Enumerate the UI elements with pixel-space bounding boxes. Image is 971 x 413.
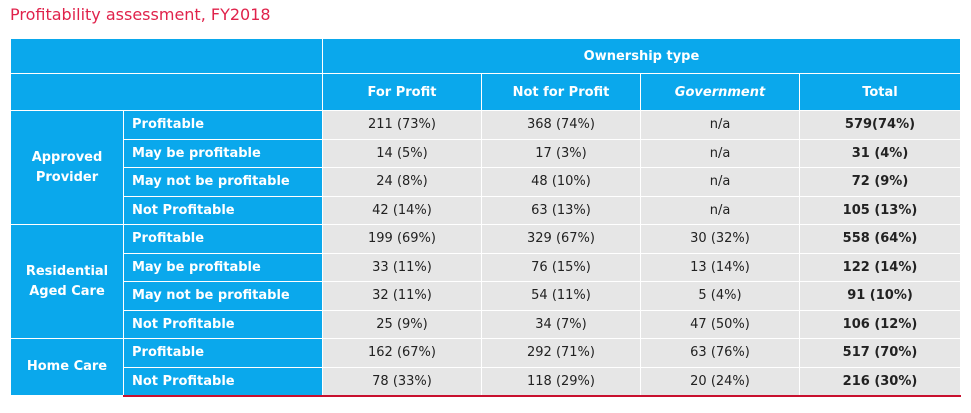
- cell-government: 5 (4%): [640, 281, 800, 311]
- cell-total: 72 (9%): [799, 167, 961, 197]
- cell-not-for-profit: 118 (29%): [481, 366, 641, 397]
- row-label: Profitable: [123, 110, 323, 140]
- row-label: Not Profitable: [123, 195, 323, 225]
- row-label: Not Profitable: [123, 309, 323, 339]
- cell-government: n/a: [640, 195, 800, 225]
- table-row: May not be profitable 24 (8%) 48 (10%) n/a 7…: [11, 167, 961, 197]
- column-header-total: Total: [799, 73, 961, 111]
- table-row: Not Profitable 25 (9%) 34 (7%) 47 (50%) 106 …: [11, 309, 961, 339]
- cell-government: n/a: [640, 138, 800, 168]
- row-label: May be profitable: [123, 252, 323, 282]
- cell-government: 47 (50%): [640, 309, 800, 339]
- cell-government: 63 (76%): [640, 338, 800, 368]
- row-label: May not be profitable: [123, 167, 323, 197]
- page-title: Profitability assessment, FY2018: [10, 5, 271, 24]
- header-corner: [10, 38, 323, 74]
- cell-total: 91 (10%): [799, 281, 961, 311]
- table-row: May not be profitable 32 (11%) 54 (11%) 5 (…: [11, 281, 961, 311]
- column-header-not-for-profit: Not for Profit: [481, 73, 641, 111]
- cell-total: 31 (4%): [799, 138, 961, 168]
- table-row: Approved Provider Profitable 211 (73%) 368 …: [10, 110, 961, 225]
- cell-not-for-profit: 17 (3%): [481, 138, 641, 168]
- table-row: Not Profitable 42 (14%) 63 (13%) n/a 105 (13…: [11, 195, 961, 225]
- cell-government: n/a: [640, 167, 800, 197]
- column-header-government: Government: [640, 73, 800, 111]
- cell-for-profit: 24 (8%): [322, 167, 482, 197]
- cell-for-profit: 199 (69%): [322, 224, 482, 254]
- cell-not-for-profit: 63 (13%): [481, 195, 641, 225]
- cell-total: 216 (30%): [799, 366, 961, 397]
- row-label: Profitable: [123, 338, 323, 368]
- row-label: May be profitable: [123, 138, 323, 168]
- cell-total: 579(74%): [799, 110, 961, 140]
- cell-government: 20 (24%): [640, 366, 800, 397]
- cell-for-profit: 162 (67%): [322, 338, 482, 368]
- cell-government: 13 (14%): [640, 252, 800, 282]
- cell-not-for-profit: 76 (15%): [481, 252, 641, 282]
- cell-government: 30 (32%): [640, 224, 800, 254]
- cell-not-for-profit: 48 (10%): [481, 167, 641, 197]
- table-row: Not Profitable 78 (33%) 118 (29%) 20 (24%) 2…: [11, 366, 961, 397]
- row-label: Not Profitable: [123, 366, 323, 397]
- cell-for-profit: 33 (11%): [322, 252, 482, 282]
- table-row: May be profitable 14 (5%) 17 (3%) n/a 31 (4%…: [11, 138, 961, 168]
- cell-total: 105 (13%): [799, 195, 961, 225]
- column-header-for-profit: For Profit: [322, 73, 482, 111]
- cell-for-profit: 14 (5%): [322, 138, 482, 168]
- ownership-type-header: Ownership type: [322, 38, 961, 74]
- cell-for-profit: 42 (14%): [322, 195, 482, 225]
- cell-total: 122 (14%): [799, 252, 961, 282]
- cell-total: 558 (64%): [799, 224, 961, 254]
- cell-not-for-profit: 368 (74%): [481, 110, 641, 140]
- cell-for-profit: 211 (73%): [322, 110, 482, 140]
- cell-not-for-profit: 54 (11%): [481, 281, 641, 311]
- cell-for-profit: 78 (33%): [322, 366, 482, 397]
- cell-total: 106 (12%): [799, 309, 961, 339]
- table-row: Home Care Profitable 162 (67%) 292 (71%) 63 …: [10, 338, 961, 396]
- row-label: Profitable: [123, 224, 323, 254]
- table-row: May be profitable 33 (11%) 76 (15%) 13 (14%…: [11, 252, 961, 282]
- row-group-label: Home Care: [10, 338, 124, 396]
- cell-total: 517 (70%): [799, 338, 961, 368]
- table-row: Residential Aged Care Profitable 199 (69%)…: [10, 224, 961, 339]
- row-group-label: Residential Aged Care: [10, 224, 124, 339]
- row-group-label: Approved Provider: [10, 110, 124, 225]
- cell-not-for-profit: 34 (7%): [481, 309, 641, 339]
- cell-not-for-profit: 292 (71%): [481, 338, 641, 368]
- row-label: May not be profitable: [123, 281, 323, 311]
- cell-for-profit: 32 (11%): [322, 281, 482, 311]
- cell-for-profit: 25 (9%): [322, 309, 482, 339]
- cell-not-for-profit: 329 (67%): [481, 224, 641, 254]
- cell-government: n/a: [640, 110, 800, 140]
- profitability-table: Ownership type For Profit Not for Profit…: [10, 38, 961, 397]
- header-corner-lower: [10, 73, 323, 111]
